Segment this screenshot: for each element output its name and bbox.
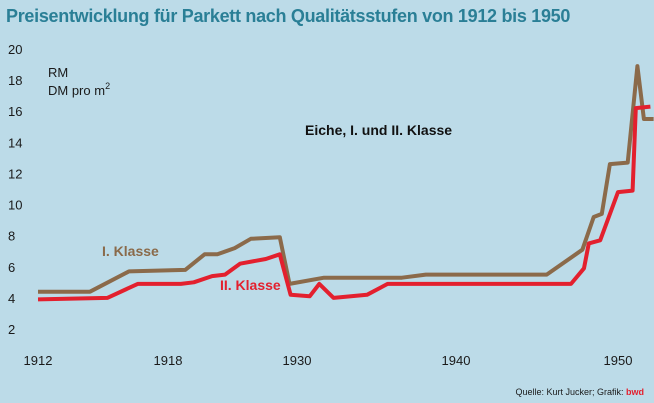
x-tick-label: 1950: [604, 353, 633, 368]
chart-annotation: Eiche, I. und II. Klasse: [305, 122, 452, 138]
y-tick-label: 18: [8, 73, 22, 88]
y-tick-label: 4: [8, 291, 15, 306]
y-tick-label: 10: [8, 198, 22, 213]
x-tick-label: 1930: [283, 353, 312, 368]
x-axis-ticks: 1912 1918 1930 1940 1950: [24, 353, 633, 368]
source-brand: bwd: [626, 387, 644, 397]
source-text: Quelle: Kurt Jucker; Grafik:: [515, 387, 624, 397]
series-lines: [37, 64, 654, 302]
x-tick-label: 1940: [442, 353, 471, 368]
y-tick-label: 12: [8, 166, 22, 181]
y-axis-ticks: 2 4 6 8 10 12 14 16 18 20: [8, 42, 22, 337]
unit-label-rm: RM: [48, 65, 68, 80]
y-tick-label: 16: [8, 104, 22, 119]
y-tick-label: 8: [8, 229, 15, 244]
series-label-class1: I. Klasse: [102, 243, 159, 259]
x-tick-label: 1912: [24, 353, 53, 368]
y-tick-label: 6: [8, 260, 15, 275]
unit-label-dm: DM pro m2: [48, 81, 110, 98]
y-tick-label: 14: [8, 135, 22, 150]
y-tick-label: 20: [8, 42, 22, 57]
x-tick-label: 1918: [154, 353, 183, 368]
series-line-class2: [37, 104, 651, 302]
series-label-class2: II. Klasse: [220, 277, 281, 293]
chart-title: Preisentwicklung für Parkett nach Qualit…: [6, 6, 571, 26]
y-tick-label: 2: [8, 322, 15, 337]
source-note: Quelle: Kurt Jucker; Grafik: bwd: [515, 387, 644, 397]
series-line-class1: [38, 64, 654, 294]
